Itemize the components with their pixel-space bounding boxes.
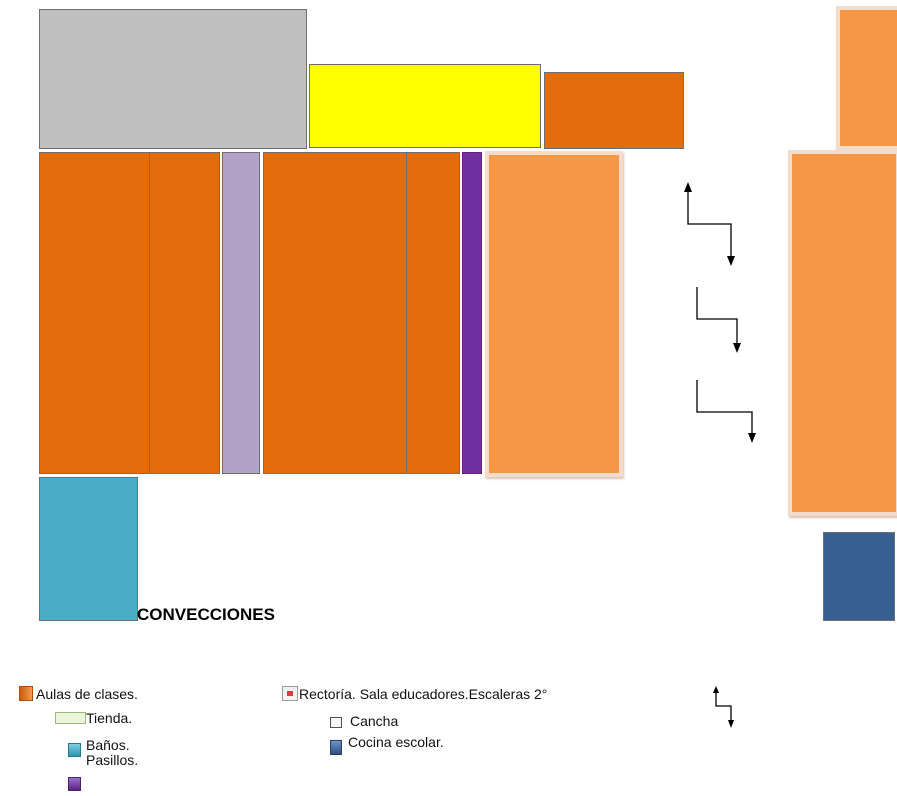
cancha-swatch (330, 717, 342, 728)
aula-block-top (544, 72, 684, 149)
rectoria-block-right (788, 150, 897, 516)
legend-cocina: Cocina escolar. (348, 734, 444, 750)
banos-block (39, 477, 138, 621)
convecciones-label: CONVECCIONES (137, 605, 275, 624)
aulas-swatch (19, 686, 33, 701)
rectoria-swatch (282, 686, 298, 701)
banos-swatch (68, 743, 81, 757)
legend-pasillos: Pasillos. (86, 752, 139, 768)
pasillo-block-dark (462, 152, 482, 474)
pasillos-swatch (68, 777, 81, 791)
rectoria-block-center (485, 151, 623, 477)
aula-block-4 (406, 152, 460, 474)
tienda-block (309, 64, 541, 148)
tienda-swatch (55, 712, 86, 724)
cocina-swatch (330, 740, 342, 755)
pasillo-block-light (222, 152, 260, 474)
aula-block-1 (39, 152, 150, 474)
cocina-block (823, 532, 895, 621)
rectoria-block-top-right (836, 6, 897, 150)
cancha-block (39, 9, 307, 149)
aula-block-2 (149, 152, 220, 474)
aula-block-3 (263, 152, 407, 474)
legend-tienda: Tienda. (86, 710, 133, 726)
legend-aulas: Aulas de clases. (36, 686, 138, 702)
legend-rectoria: Rectoría. Sala educadores.Escaleras 2° (299, 686, 548, 702)
legend-cancha: Cancha (350, 713, 399, 729)
legend-banos: Baños. (86, 737, 130, 753)
